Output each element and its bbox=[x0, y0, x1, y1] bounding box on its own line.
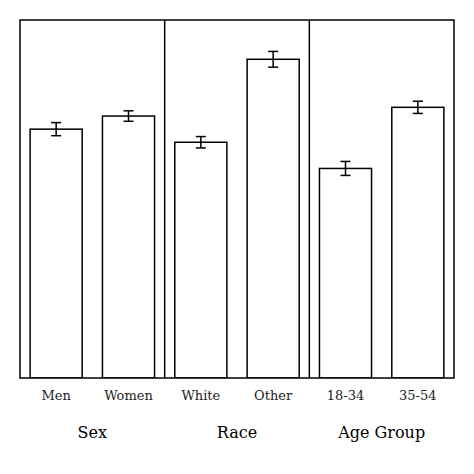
error-bar bbox=[196, 137, 206, 148]
group-label: Sex bbox=[78, 423, 107, 442]
error-bar bbox=[268, 51, 278, 67]
error-bar-cap bbox=[268, 66, 278, 68]
error-bar-stem bbox=[272, 51, 274, 67]
error-bar-cap bbox=[413, 100, 423, 102]
x-tick-labels: Men Women White Other 18-34 35-54 bbox=[41, 388, 436, 403]
group-separators bbox=[165, 20, 310, 378]
x-tick-label: White bbox=[181, 388, 220, 403]
group-label: Age Group bbox=[337, 423, 425, 442]
error-bar-cap bbox=[124, 110, 134, 112]
bar bbox=[175, 142, 227, 378]
error-bar bbox=[341, 161, 351, 175]
error-bar-cap bbox=[196, 136, 206, 138]
error-bar-stem bbox=[200, 137, 202, 148]
plot-frame bbox=[20, 20, 454, 378]
chart-container: Men Women White Other 18-34 35-54 Sex Race Age G… bbox=[0, 0, 474, 474]
error-bar-stem bbox=[55, 123, 57, 136]
group-labels: Sex Race Age Group bbox=[78, 423, 426, 442]
x-tick-label: 18-34 bbox=[327, 388, 364, 403]
error-bar-cap bbox=[413, 113, 423, 115]
error-bar-cap bbox=[196, 147, 206, 149]
plot-area bbox=[30, 51, 444, 378]
bar bbox=[392, 107, 444, 378]
group-label: Race bbox=[217, 423, 257, 442]
error-bar bbox=[413, 101, 423, 113]
error-bar-stem bbox=[417, 101, 419, 113]
error-bar-cap bbox=[51, 135, 61, 137]
bar bbox=[247, 59, 299, 378]
bar bbox=[30, 129, 82, 378]
error-bar-stem bbox=[128, 111, 130, 121]
error-bar bbox=[124, 111, 134, 121]
error-bar-cap bbox=[51, 122, 61, 124]
x-tick-label: 35-54 bbox=[399, 388, 436, 403]
x-tick-label: Other bbox=[254, 388, 293, 403]
x-tick-label: Men bbox=[41, 388, 71, 403]
error-bar-cap bbox=[341, 175, 351, 177]
error-bar-cap bbox=[268, 51, 278, 53]
chart-svg: Men Women White Other 18-34 35-54 Sex Race Age G… bbox=[0, 0, 474, 474]
error-bar bbox=[51, 123, 61, 136]
x-tick-label: Women bbox=[104, 388, 153, 403]
error-bar-cap bbox=[341, 161, 351, 163]
error-bar-stem bbox=[345, 161, 347, 175]
group-separator bbox=[309, 20, 311, 378]
group-separator bbox=[164, 20, 166, 378]
bar bbox=[102, 116, 154, 378]
error-bar-cap bbox=[124, 121, 134, 123]
bar bbox=[319, 168, 371, 378]
